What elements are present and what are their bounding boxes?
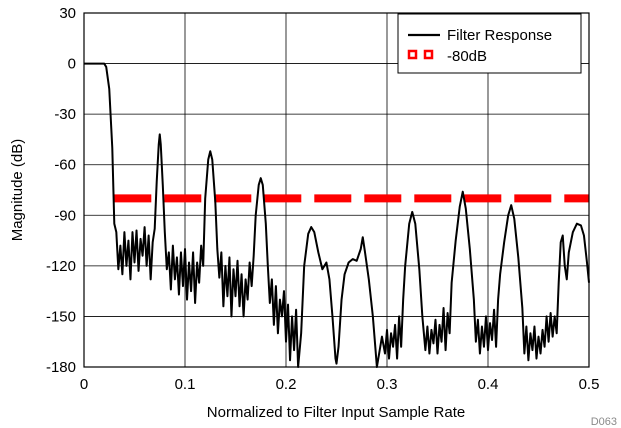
x-axis-title: Normalized to Filter Input Sample Rate bbox=[207, 404, 465, 421]
legend-swatch-80db-2 bbox=[423, 49, 434, 60]
y-axis-title: Magnitude (dB) bbox=[9, 139, 26, 242]
y-tick-label: -90 bbox=[54, 207, 76, 224]
y-tick-label: 0 bbox=[68, 56, 76, 73]
y-tick-label: -60 bbox=[54, 157, 76, 174]
x-tick-label: 0.2 bbox=[276, 376, 297, 393]
x-tick-label: 0.5 bbox=[579, 376, 600, 393]
x-tick-label: 0.1 bbox=[175, 376, 196, 393]
legend-label-filter-response: Filter Response bbox=[447, 27, 552, 44]
y-tick-label: -120 bbox=[46, 258, 76, 275]
y-tick-label: -180 bbox=[46, 359, 76, 376]
x-tick-labels: 0 0.1 0.2 0.3 0.4 0.5 bbox=[80, 376, 600, 393]
series-layer bbox=[84, 62, 590, 368]
plot-frame bbox=[83, 12, 590, 368]
x-tick-label: 0 bbox=[80, 376, 88, 393]
legend-swatch-80db-1 bbox=[407, 49, 418, 60]
legend-box bbox=[397, 13, 582, 74]
series-line-filter-response bbox=[84, 62, 590, 368]
x-tick-label: 0.3 bbox=[377, 376, 398, 393]
y-tick-label: 30 bbox=[59, 5, 76, 22]
y-tick-label: -30 bbox=[54, 106, 76, 123]
figure-code: D063 bbox=[591, 416, 617, 428]
x-tick-label: 0.4 bbox=[478, 376, 499, 393]
legend-label-80db: -80dB bbox=[447, 48, 487, 65]
legend: Filter Response -80dB bbox=[397, 13, 582, 74]
y-tick-label: -150 bbox=[46, 308, 76, 325]
y-tick-labels: 30 0 -30 -60 -90 -120 -150 -180 bbox=[46, 5, 76, 376]
